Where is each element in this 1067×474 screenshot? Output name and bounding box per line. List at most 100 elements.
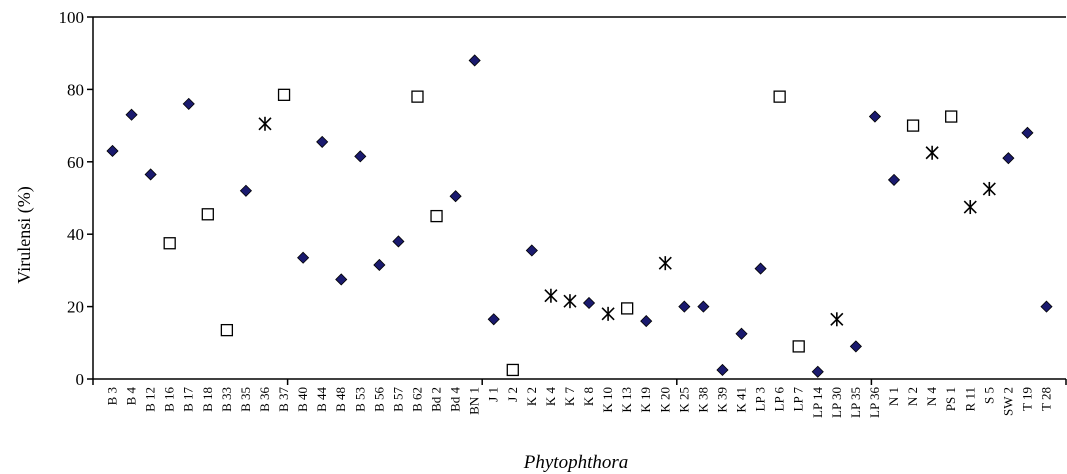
x-tick-label: LP 36 <box>867 387 882 418</box>
x-tick-label: K 20 <box>657 387 672 413</box>
diamond-marker <box>640 315 653 328</box>
star-marker <box>658 256 672 271</box>
x-axis-ticks: B 3 B 4 B 12 B 16 B 17 B 18 B 33 B 35 B 36 B 37 B … <box>92 379 1067 418</box>
x-tick-label: B 3 <box>105 387 120 405</box>
diamond-marker <box>392 235 405 248</box>
star-marker <box>601 306 615 321</box>
y-axis-ticks: 0 20 40 60 80 100 <box>59 8 93 389</box>
diamond-marker <box>678 300 691 313</box>
x-tick-label: K 4 <box>543 387 558 407</box>
y-tick-label: 80 <box>67 80 84 99</box>
x-tick-label: B 40 <box>295 387 310 412</box>
x-tick-label: N 4 <box>924 387 939 407</box>
data-points <box>106 54 1053 378</box>
star-marker <box>258 116 272 131</box>
x-tick-label: B 48 <box>333 387 348 412</box>
x-tick-label: LP 6 <box>772 387 787 412</box>
diamond-marker <box>335 273 348 286</box>
y-tick-label: 0 <box>76 370 85 389</box>
x-tick-label: B 37 <box>276 387 291 412</box>
x-tick-label: K 7 <box>562 387 577 407</box>
x-tick-label: B 44 <box>314 387 329 412</box>
square-marker <box>430 209 443 223</box>
x-tick-label: LP 7 <box>791 387 806 412</box>
x-tick-label: LP 14 <box>810 387 825 418</box>
diamond-marker <box>182 97 195 110</box>
x-tick-label: B 16 <box>162 387 177 412</box>
square-marker <box>506 363 519 377</box>
star-marker <box>563 294 577 309</box>
x-tick-label: K 2 <box>524 387 539 406</box>
diamond-marker <box>297 251 310 264</box>
x-tick-label: B 57 <box>390 387 405 412</box>
diamond-marker <box>449 190 462 203</box>
x-tick-label: SW 2 <box>1000 387 1015 416</box>
axes <box>92 16 1066 380</box>
x-tick-label: Bd 4 <box>448 387 463 412</box>
x-tick-label: Bd 2 <box>429 387 444 412</box>
square-marker <box>792 340 805 353</box>
x-tick-label: J 2 <box>505 387 520 402</box>
diamond-marker <box>1021 126 1034 139</box>
diamond-marker <box>106 144 119 158</box>
square-marker <box>163 237 176 250</box>
square-marker <box>945 110 958 123</box>
diamond-marker <box>487 313 500 326</box>
y-axis-label: Virulensi (%) <box>14 186 35 283</box>
x-tick-label: K 19 <box>638 387 653 413</box>
square-marker <box>906 119 920 132</box>
x-tick-label: B 18 <box>200 387 215 412</box>
x-tick-label: PS 1 <box>943 387 958 411</box>
x-tick-label: T 28 <box>1039 387 1054 411</box>
x-tick-label: LP 35 <box>848 387 863 418</box>
x-tick-label: B 36 <box>257 387 272 412</box>
x-tick-label: J 1 <box>486 387 501 402</box>
square-marker <box>220 323 234 337</box>
x-axis-label: Phytophthora <box>523 452 629 473</box>
diamond-marker <box>316 135 329 148</box>
diamond-marker <box>1002 152 1015 165</box>
diamond-marker <box>849 340 862 353</box>
x-tick-label: K 41 <box>734 387 749 413</box>
x-tick-label: K 8 <box>581 387 596 406</box>
square-marker <box>277 88 291 101</box>
y-tick-label: 40 <box>67 225 84 244</box>
diamond-marker <box>735 327 748 340</box>
x-tick-label: T 19 <box>1019 387 1034 411</box>
x-tick-label: BN 1 <box>467 387 482 415</box>
x-tick-label: N 1 <box>886 387 901 406</box>
x-tick-label: K 13 <box>619 387 634 413</box>
x-tick-label: LP 30 <box>829 387 844 418</box>
x-tick-label: B 4 <box>124 387 139 406</box>
diamond-marker <box>525 244 538 257</box>
x-tick-label: B 33 <box>219 387 234 412</box>
x-tick-label: R 11 <box>962 387 977 411</box>
x-tick-label: K 25 <box>676 387 691 413</box>
x-tick-label: K 39 <box>714 387 729 413</box>
y-tick-label: 20 <box>67 298 84 317</box>
diamond-marker <box>868 110 882 123</box>
x-tick-label: B 35 <box>238 387 253 412</box>
diamond-marker <box>239 184 252 197</box>
y-tick-label: 100 <box>59 8 85 27</box>
x-tick-label: B 56 <box>371 387 386 412</box>
square-marker <box>773 90 786 103</box>
square-marker <box>201 208 214 221</box>
x-tick-label: B 62 <box>409 387 424 412</box>
diamond-marker <box>811 365 824 378</box>
diamond-marker <box>582 296 596 310</box>
x-tick-label: N 2 <box>905 387 920 406</box>
diamond-marker <box>1040 300 1053 313</box>
x-tick-label: B 17 <box>181 387 196 412</box>
diamond-marker <box>144 168 157 181</box>
x-tick-label: S 5 <box>981 387 996 404</box>
diamond-marker <box>125 108 138 121</box>
star-marker <box>925 145 939 160</box>
diamond-marker <box>887 173 901 186</box>
star-marker <box>963 200 977 215</box>
x-tick-label: B 12 <box>143 387 158 412</box>
star-marker <box>544 288 558 303</box>
diamond-marker <box>373 258 386 272</box>
diamond-marker <box>468 54 481 67</box>
